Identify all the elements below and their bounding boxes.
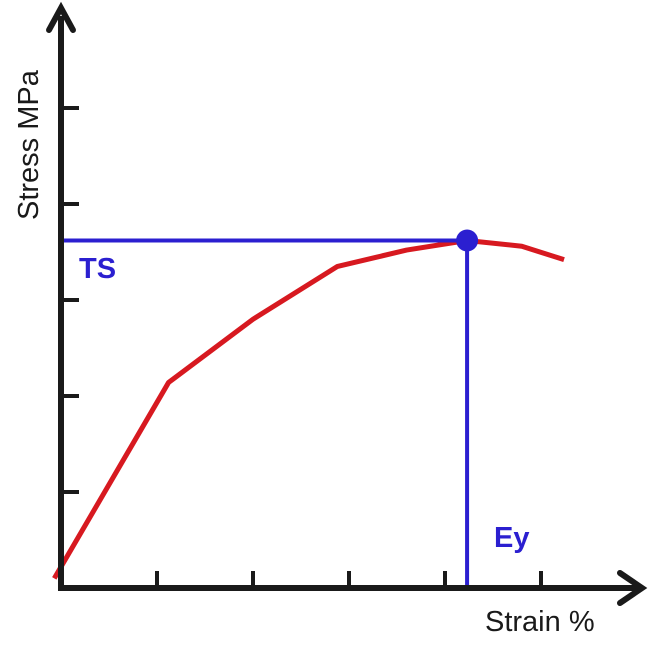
stress-strain-curve	[52, 237, 565, 580]
x-axis-label: Strain %	[485, 606, 595, 638]
y-axis-label: Stress MPa	[13, 69, 45, 220]
ts-label: TS	[79, 253, 116, 285]
x-axis-arrow	[617, 570, 648, 606]
tensile-strength-point	[456, 229, 479, 252]
y-axis-arrow	[46, 1, 76, 33]
ey-label: Ey	[494, 522, 529, 554]
